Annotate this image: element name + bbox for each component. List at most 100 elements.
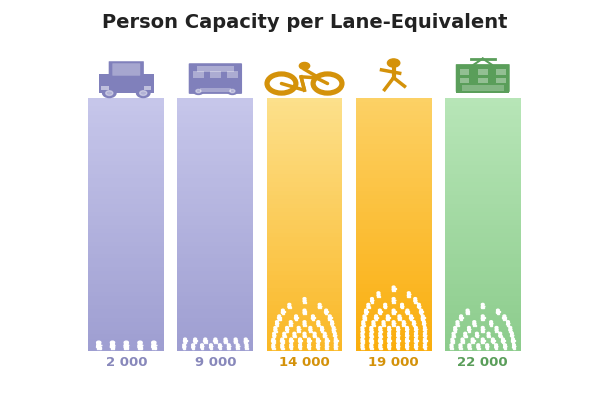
Bar bbox=[445, 220, 521, 225]
Bar bbox=[356, 157, 432, 161]
Circle shape bbox=[477, 344, 480, 346]
Bar bbox=[124, 347, 126, 349]
Bar bbox=[177, 343, 253, 347]
Bar bbox=[460, 69, 470, 75]
Circle shape bbox=[379, 326, 382, 328]
Bar bbox=[454, 336, 455, 337]
Bar bbox=[272, 342, 273, 343]
Bar bbox=[267, 233, 342, 237]
Bar bbox=[445, 279, 521, 284]
Polygon shape bbox=[501, 339, 504, 342]
Circle shape bbox=[361, 344, 364, 346]
Bar bbox=[236, 348, 238, 349]
FancyBboxPatch shape bbox=[112, 63, 140, 76]
Polygon shape bbox=[244, 339, 247, 342]
Bar bbox=[423, 325, 424, 326]
Bar bbox=[356, 123, 432, 128]
Bar bbox=[88, 170, 164, 174]
Bar bbox=[445, 343, 521, 347]
Bar bbox=[384, 325, 385, 326]
Bar bbox=[407, 313, 409, 314]
Bar bbox=[280, 319, 281, 320]
Circle shape bbox=[387, 59, 400, 67]
Bar bbox=[267, 262, 342, 267]
FancyBboxPatch shape bbox=[456, 64, 510, 92]
Circle shape bbox=[454, 326, 457, 328]
Circle shape bbox=[281, 338, 284, 340]
Bar bbox=[445, 174, 521, 178]
Bar bbox=[219, 348, 220, 349]
Bar bbox=[88, 262, 164, 267]
Bar bbox=[88, 111, 164, 115]
Bar bbox=[334, 348, 336, 349]
Polygon shape bbox=[476, 334, 478, 337]
Polygon shape bbox=[375, 316, 378, 319]
Bar bbox=[416, 336, 417, 337]
Bar bbox=[177, 140, 253, 144]
Bar bbox=[177, 119, 253, 123]
Bar bbox=[410, 319, 411, 320]
Bar bbox=[362, 325, 363, 326]
Text: 14 000: 14 000 bbox=[279, 356, 330, 369]
Bar bbox=[459, 348, 460, 349]
Circle shape bbox=[388, 344, 390, 346]
Circle shape bbox=[486, 344, 488, 346]
Bar bbox=[226, 342, 227, 343]
Circle shape bbox=[507, 321, 509, 322]
Polygon shape bbox=[499, 334, 502, 337]
Bar bbox=[283, 348, 284, 349]
Circle shape bbox=[490, 321, 493, 322]
Bar bbox=[325, 342, 326, 343]
Bar bbox=[477, 348, 478, 349]
Bar bbox=[267, 284, 342, 288]
Bar bbox=[406, 348, 407, 349]
Circle shape bbox=[481, 338, 484, 340]
Bar bbox=[356, 174, 432, 178]
Bar bbox=[88, 195, 164, 199]
Bar bbox=[320, 307, 321, 309]
Bar bbox=[470, 348, 471, 349]
Bar bbox=[356, 161, 432, 166]
Polygon shape bbox=[507, 322, 509, 325]
Bar bbox=[299, 330, 300, 332]
Bar bbox=[356, 216, 432, 220]
Bar bbox=[394, 313, 395, 314]
Bar bbox=[88, 119, 164, 123]
Bar bbox=[211, 348, 212, 349]
Bar bbox=[88, 212, 164, 216]
Bar bbox=[478, 69, 488, 75]
Polygon shape bbox=[406, 334, 409, 337]
Bar bbox=[138, 347, 139, 349]
Bar bbox=[372, 302, 373, 303]
Bar bbox=[356, 212, 432, 216]
Circle shape bbox=[370, 338, 373, 340]
Bar bbox=[497, 330, 498, 332]
Polygon shape bbox=[481, 339, 484, 342]
Bar bbox=[368, 307, 370, 309]
Bar bbox=[377, 296, 378, 297]
Circle shape bbox=[230, 90, 235, 93]
Bar bbox=[286, 330, 287, 332]
Polygon shape bbox=[510, 334, 513, 337]
Bar bbox=[88, 254, 164, 258]
Bar bbox=[318, 348, 319, 349]
Bar bbox=[361, 348, 362, 349]
Bar bbox=[177, 339, 253, 343]
Polygon shape bbox=[275, 322, 278, 325]
Bar bbox=[327, 348, 328, 349]
Bar bbox=[288, 307, 289, 309]
Circle shape bbox=[272, 344, 275, 346]
Bar bbox=[456, 90, 509, 93]
Bar bbox=[356, 330, 432, 335]
Bar bbox=[356, 339, 432, 343]
Polygon shape bbox=[236, 345, 239, 348]
Bar bbox=[375, 319, 376, 320]
Bar bbox=[398, 342, 400, 343]
Circle shape bbox=[361, 326, 364, 328]
Circle shape bbox=[293, 333, 296, 334]
Bar bbox=[300, 348, 301, 349]
Circle shape bbox=[313, 333, 316, 334]
Bar bbox=[356, 292, 432, 296]
Bar bbox=[267, 191, 342, 195]
Polygon shape bbox=[372, 322, 375, 325]
